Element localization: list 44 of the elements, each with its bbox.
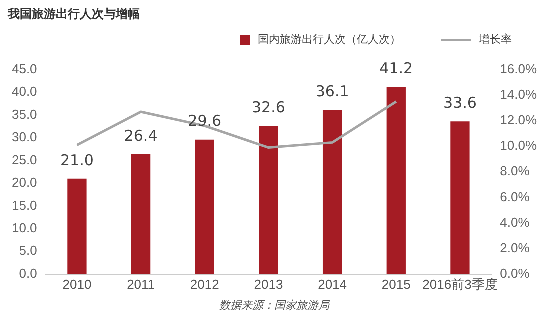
data-label: 32.6 [252,98,286,117]
bar [195,140,214,274]
y2-tick-label: 0.0% [500,266,530,281]
data-label: 33.6 [444,94,477,112]
y2-tick-label: 8.0% [500,164,530,179]
y-tick-label: 10.0 [12,220,38,236]
source-note: 数据来源：国家旅游局 [218,298,331,313]
y-tick-label: 0.0 [19,266,38,281]
legend-label: 增长率 [478,32,512,47]
data-label: 36.1 [316,82,350,101]
legend-label: 国内旅游出行人次（亿人次） [257,32,401,47]
bar [259,126,278,274]
y2-tick-label: 6.0% [500,189,530,204]
y-tick-label: 5.0 [19,243,38,258]
y2-tick-label: 16.0% [500,61,538,76]
data-label: 41.2 [380,59,414,78]
x-tick-label: 2012 [190,276,220,292]
y2-tick-label: 2.0% [500,240,530,256]
x-tick-label: 2013 [254,276,284,292]
bar [450,122,470,274]
y-tick-label: 35.0 [12,106,38,122]
bar [131,154,151,274]
x-tick-label: 2014 [318,276,348,292]
bar [68,178,87,274]
y2-tick-label: 4.0% [500,214,530,230]
y2-tick-label: 12.0% [500,112,538,128]
chart-title: 我国旅游出行人次与增幅 [8,6,140,23]
x-tick-label: 2015 [382,276,411,292]
y-tick-label: 15.0 [12,198,38,213]
y-tick-label: 25.0 [12,152,38,168]
y2-tick-label: 14.0% [500,86,538,102]
data-label: 29.6 [188,112,222,130]
y-tick-label: 30.0 [12,130,38,145]
bar [386,87,406,274]
data-label: 21.0 [60,151,94,170]
x-tick-label: 2010 [62,276,92,292]
bar [322,110,342,274]
x-tick-label: 2016前3季度 [422,276,498,292]
x-tick-label: 2011 [127,276,156,292]
y2-tick-label: 10.0% [500,138,538,154]
y-tick-label: 40.0 [12,84,38,100]
data-label: 26.4 [124,126,158,145]
y-tick-label: 45.0 [12,61,38,76]
y-tick-label: 20.0 [12,175,38,190]
